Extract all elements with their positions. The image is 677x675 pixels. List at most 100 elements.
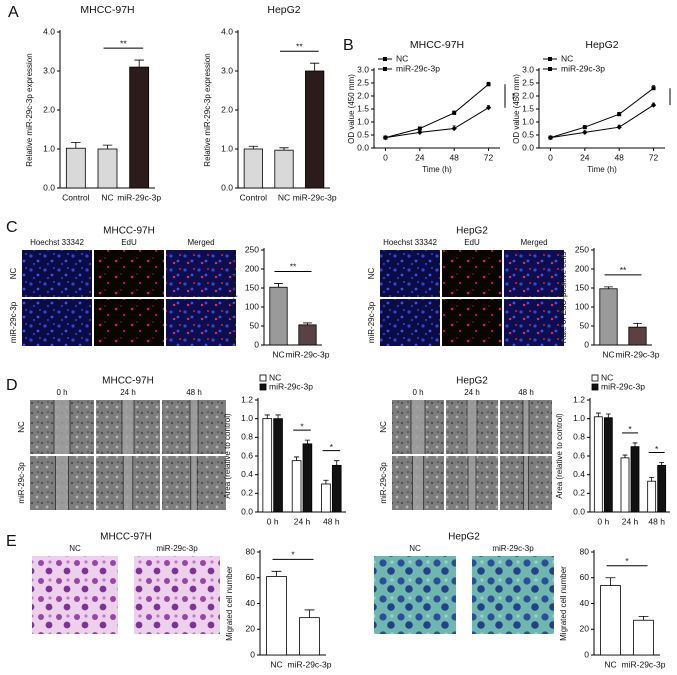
- image-column-label: 24 h: [120, 388, 136, 397]
- y-tick-label: 200: [245, 263, 259, 273]
- y-tick-label: 0: [250, 649, 255, 659]
- y-tick-label: 0.8: [241, 432, 253, 442]
- y-tick-label: 2.0: [522, 90, 534, 100]
- y-tick-label: 150: [575, 282, 589, 292]
- x-tick-label: NC: [101, 192, 113, 202]
- image-panel-title: MHCC-97H: [103, 226, 155, 237]
- y-tick-label: 60: [246, 572, 256, 582]
- error-bar: [632, 442, 638, 447]
- x-tick-label: 48: [449, 152, 459, 162]
- bar: [321, 483, 331, 513]
- y-tick-label: 4.0: [221, 26, 233, 36]
- significance-label: *: [291, 550, 295, 560]
- bar: [599, 288, 618, 346]
- bar: [628, 326, 647, 346]
- image-row-label: NC: [17, 421, 26, 433]
- image-column-label: Merged: [520, 238, 547, 247]
- legend-swatch: [259, 374, 267, 382]
- error-bar: [304, 439, 311, 444]
- y-tick-label: 1.0: [43, 143, 55, 153]
- micrograph: [380, 299, 440, 346]
- micrograph: [442, 299, 502, 346]
- y-tick-label: 0.2: [573, 488, 585, 498]
- panel-letter: B: [343, 37, 354, 54]
- y-tick-label: 1.0: [221, 143, 233, 153]
- y-tick-label: 1.0: [573, 413, 585, 423]
- y-tick-label: 0: [584, 649, 589, 659]
- marker: [582, 125, 587, 130]
- bar: [274, 149, 294, 189]
- legend-swatch: [259, 383, 267, 391]
- y-tick-label: 0.4: [573, 469, 585, 479]
- bar: [593, 416, 603, 513]
- significance-label: **: [120, 38, 127, 48]
- image-row-label: miR-29c-3p: [9, 301, 18, 343]
- y-tick-label: 0.0: [43, 182, 55, 192]
- panel-letter: D: [6, 377, 18, 394]
- x-tick-label: 24: [415, 152, 425, 162]
- y-tick-label: 0.5: [357, 129, 369, 139]
- bar: [630, 446, 640, 513]
- bar: [298, 324, 317, 346]
- micrograph: [166, 250, 236, 297]
- y-tick-label: 1.0: [241, 413, 253, 423]
- image-column-label: 0 h: [412, 388, 423, 397]
- legend-label: miR-29c-3p: [561, 63, 605, 73]
- y-tick-label: 0: [254, 339, 259, 349]
- y-tick-label: 3.0: [221, 65, 233, 75]
- error-bar: [638, 615, 649, 621]
- bar: [657, 464, 667, 513]
- y-axis-label: Relative miR-29c-3p expression: [25, 53, 34, 166]
- bar: [647, 480, 657, 513]
- image-row-label: NC: [367, 268, 376, 280]
- scratch-wound: [55, 456, 69, 510]
- error-bar: [293, 456, 300, 461]
- error-bar: [102, 144, 113, 149]
- panel-letter: E: [6, 533, 17, 550]
- significance-label: **: [620, 265, 627, 275]
- y-tick-label: 3.0: [522, 64, 534, 74]
- line-series: [385, 107, 489, 139]
- y-axis-label: Area (relative to control): [223, 413, 232, 499]
- micrograph: [504, 250, 564, 297]
- bar: [129, 66, 150, 189]
- y-tick-label: 50: [250, 320, 260, 330]
- significance-label: *: [300, 421, 304, 431]
- error-bar: [71, 141, 81, 149]
- x-tick-label: NC: [278, 192, 290, 202]
- micrograph: [380, 250, 440, 297]
- error-bar: [633, 322, 642, 328]
- significance-label: *: [628, 424, 632, 434]
- chart-title: MHCC-97H: [80, 4, 134, 16]
- y-axis-label: OD value (450 mm): [347, 74, 356, 144]
- x-tick-label: NC: [604, 659, 616, 669]
- error-bar: [279, 147, 289, 151]
- x-tick-label: miR-29c-3p: [293, 192, 337, 202]
- image-column-label: NC: [69, 544, 81, 553]
- significance-label: **: [290, 262, 297, 272]
- x-tick-label: 0: [548, 152, 553, 162]
- error-bar: [334, 460, 340, 466]
- scratch-wound: [54, 400, 70, 454]
- y-tick-label: 40: [580, 598, 590, 608]
- y-tick-label: 80: [580, 546, 590, 556]
- scratch-wound: [411, 400, 425, 454]
- y-tick-label: 40: [246, 598, 256, 608]
- marker: [616, 124, 622, 130]
- marker: [547, 135, 554, 141]
- image-column-label: EdU: [464, 238, 480, 247]
- x-tick-label: 0 h: [597, 516, 609, 526]
- marker: [486, 82, 491, 87]
- image-row-label: miR-29c-3p: [367, 301, 376, 343]
- scratch-wound: [467, 400, 477, 454]
- x-tick-label: 24: [580, 152, 590, 162]
- bar: [302, 443, 313, 513]
- bar: [97, 148, 118, 189]
- chart-title: HepG2: [585, 39, 618, 51]
- image-row-label: NC: [9, 268, 18, 280]
- error-bar: [304, 609, 315, 618]
- marker: [417, 129, 423, 135]
- micrograph: [94, 250, 164, 297]
- legend-marker: [383, 57, 387, 61]
- scratch-wound: [123, 456, 133, 510]
